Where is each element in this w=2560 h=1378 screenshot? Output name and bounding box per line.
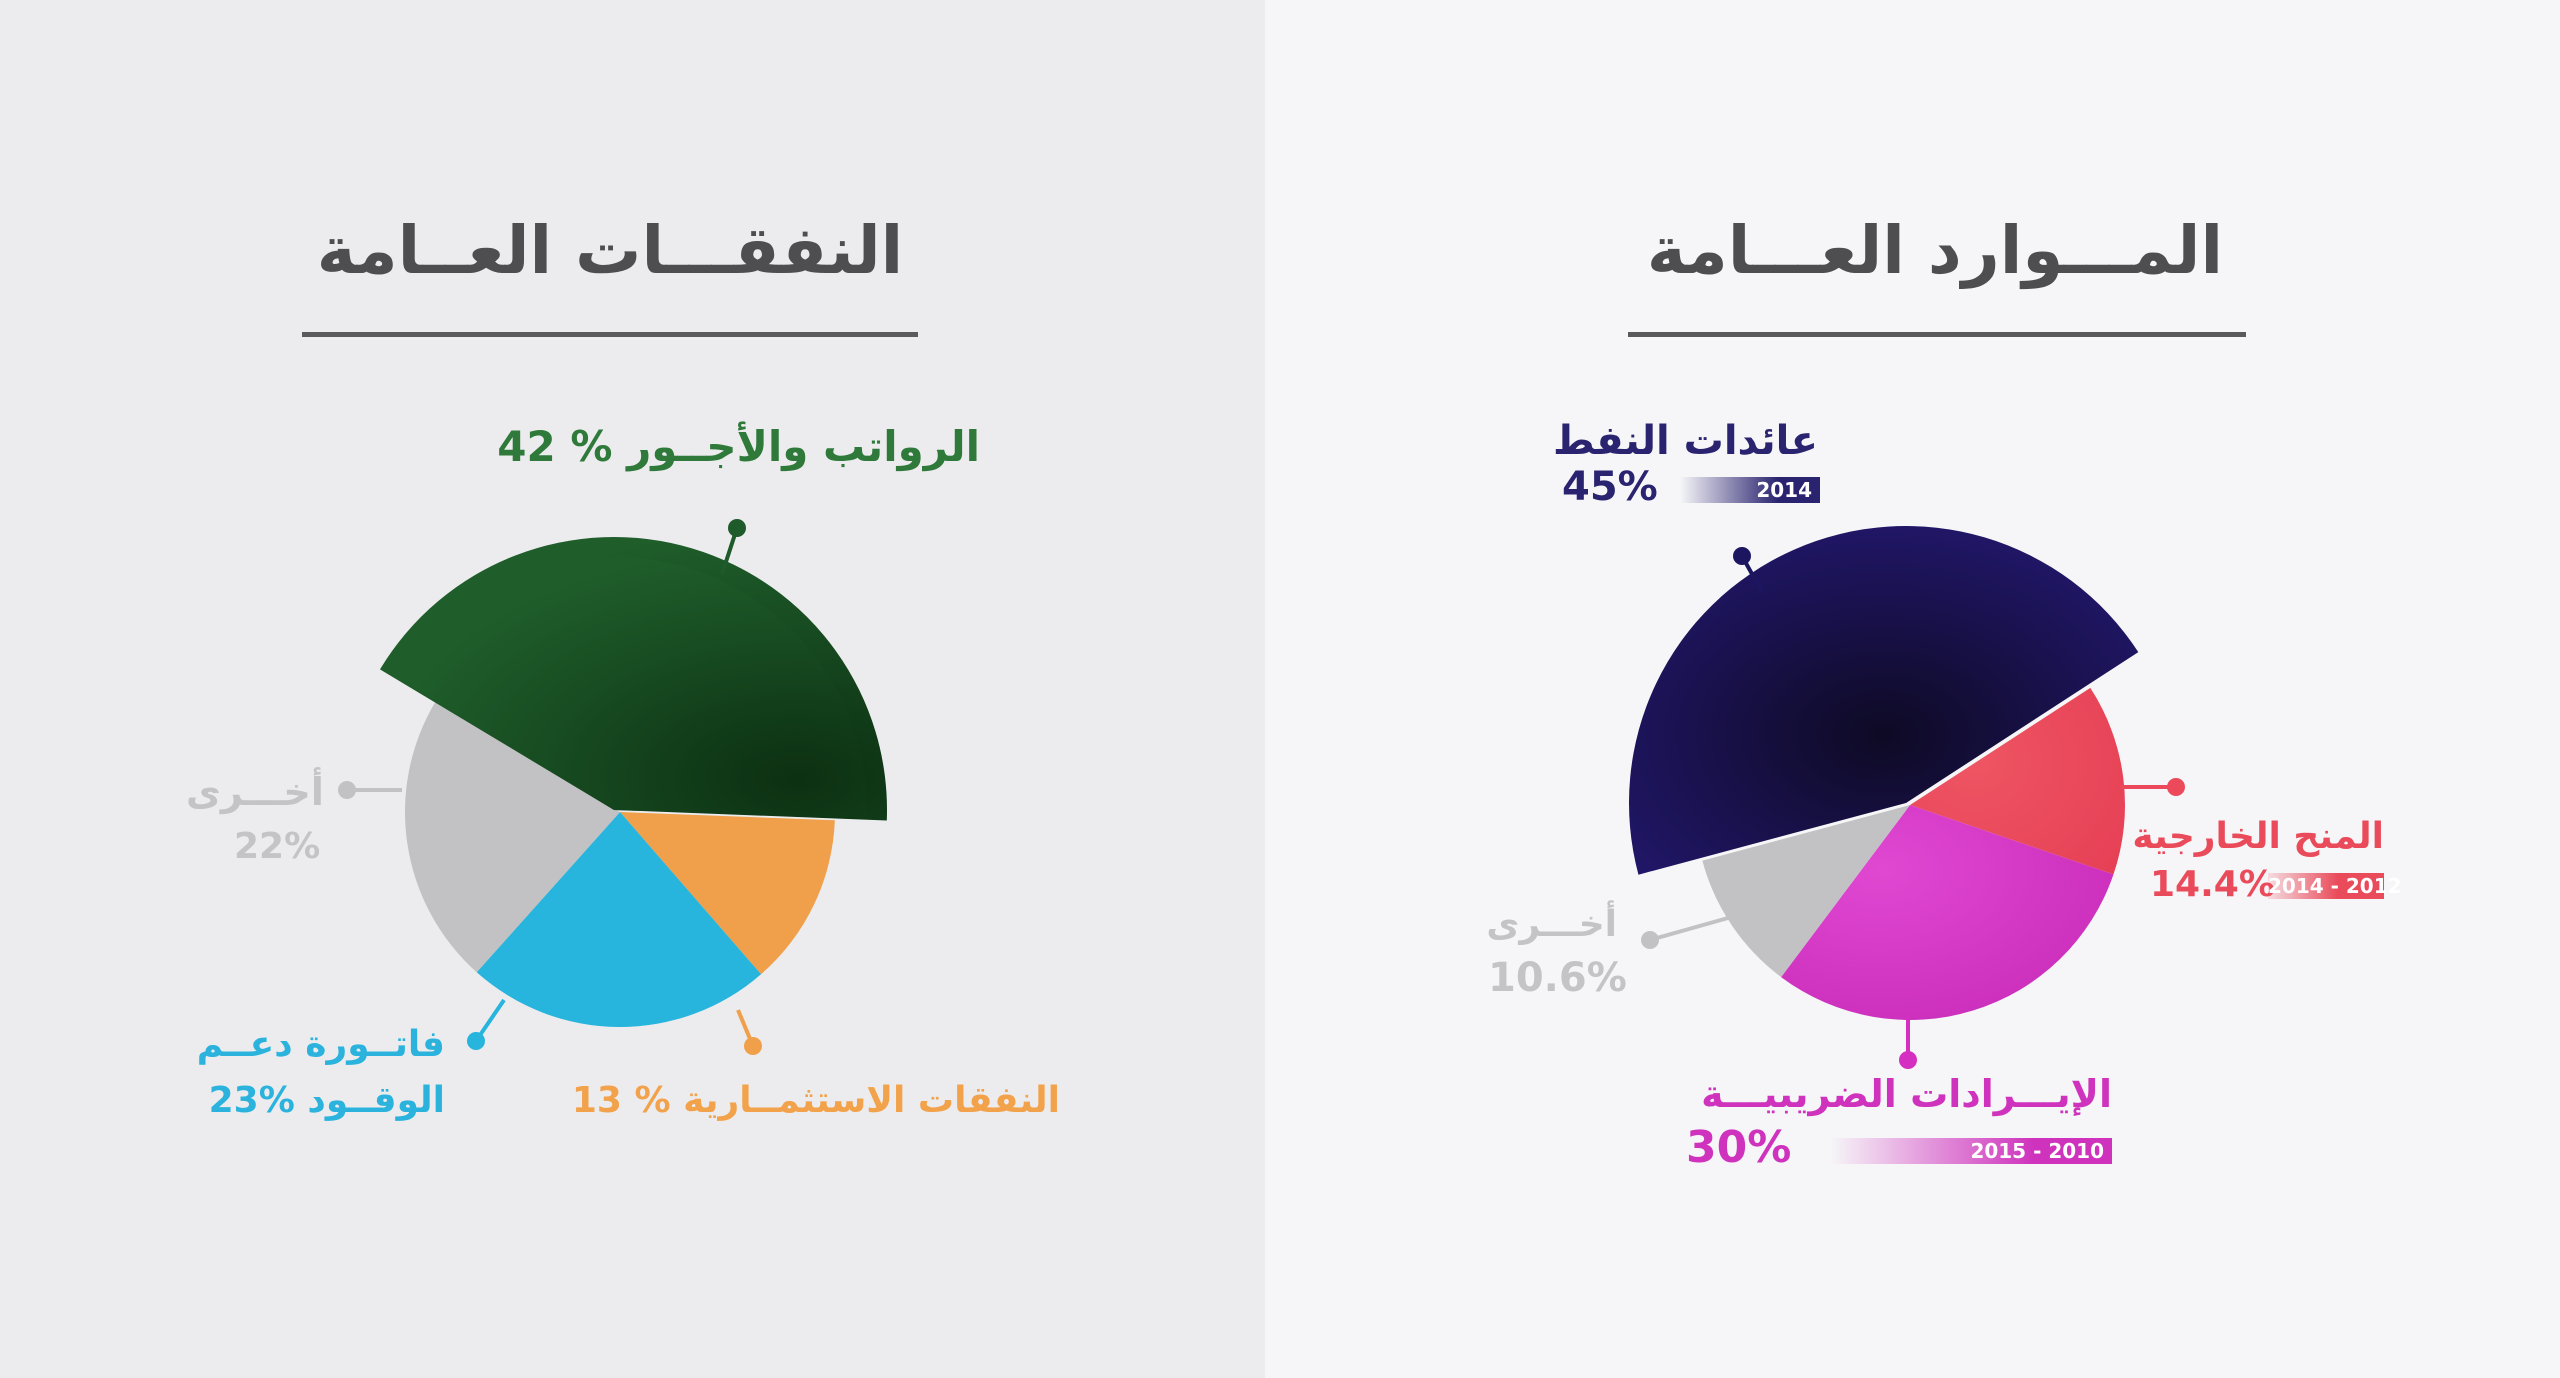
label-tax-period: 2015 - 2010 <box>1830 1138 2112 1164</box>
slice-tax <box>1781 805 2114 1020</box>
revenue-title: المـــوارد العـــامة <box>1646 212 2224 289</box>
leader-fuel-dot <box>467 1032 485 1050</box>
revenue-pie <box>1629 526 2139 1020</box>
revenue-title-rule <box>1628 332 2246 337</box>
label-grants-value: 14.4% <box>2150 864 2275 905</box>
label-salaries-text: الرواتب والأجــور <box>627 422 980 471</box>
label-fuel-line2-text: الوقــود <box>307 1080 445 1121</box>
label-investment-value: 13 % <box>571 1080 671 1121</box>
label-fuel-value: 23% <box>208 1080 295 1121</box>
expenditure-title-rule <box>302 332 918 337</box>
slice-oil <box>1629 526 2139 875</box>
label-investment: النفقات الاستثمــارية 13 % <box>572 1080 1060 1121</box>
label-investment-text: النفقات الاستثمــارية <box>683 1080 1060 1121</box>
slice-right-other <box>1702 805 1910 978</box>
slice-fuel <box>476 812 762 1027</box>
leader-salaries-dot <box>728 519 746 537</box>
label-tax-value: 30% <box>1686 1122 1792 1173</box>
label-right-other: أخـــرى <box>1486 904 1617 945</box>
label-grants: المنح الخارجية <box>2132 816 2384 857</box>
expenditure-title: النفقـــات العــامة <box>316 212 904 289</box>
label-oil-period: 2014 <box>1680 477 1820 503</box>
slice-investment <box>620 812 835 975</box>
leader-right-other-dot <box>1641 931 1659 949</box>
label-oil-value: 45% <box>1562 464 1658 510</box>
label-right-other-value: 10.6% <box>1488 955 1627 1001</box>
label-left-other: أخـــرى <box>186 770 324 814</box>
leader-right-other-line <box>1649 916 1729 942</box>
label-salaries-value: 42 % <box>497 422 613 471</box>
leader-lines <box>338 519 2185 1069</box>
label-oil: عائدات النفط <box>1553 418 1818 464</box>
label-fuel-line2: الوقــود 23% <box>209 1080 445 1121</box>
label-grants-period: 2014 - 2012 <box>2268 873 2402 899</box>
leader-oil-dot <box>1733 547 1751 565</box>
label-salaries: الرواتب والأجــور 42 % <box>497 422 980 471</box>
leader-grants-dot <box>2167 778 2185 796</box>
slice-salaries-inner <box>398 556 868 818</box>
label-fuel-line1: فاتــورة دعــم <box>196 1024 445 1065</box>
expenditure-pie <box>379 537 887 1027</box>
label-tax: الإيـــرادات الضريبيـــة <box>1701 1072 2112 1116</box>
label-left-other-value: 22% <box>234 826 321 867</box>
leader-tax-dot <box>1899 1051 1917 1069</box>
slice-left-other <box>405 701 620 973</box>
slice-grants <box>1910 687 2125 875</box>
leader-investment-dot <box>744 1037 762 1055</box>
leader-left-other-dot <box>338 781 356 799</box>
